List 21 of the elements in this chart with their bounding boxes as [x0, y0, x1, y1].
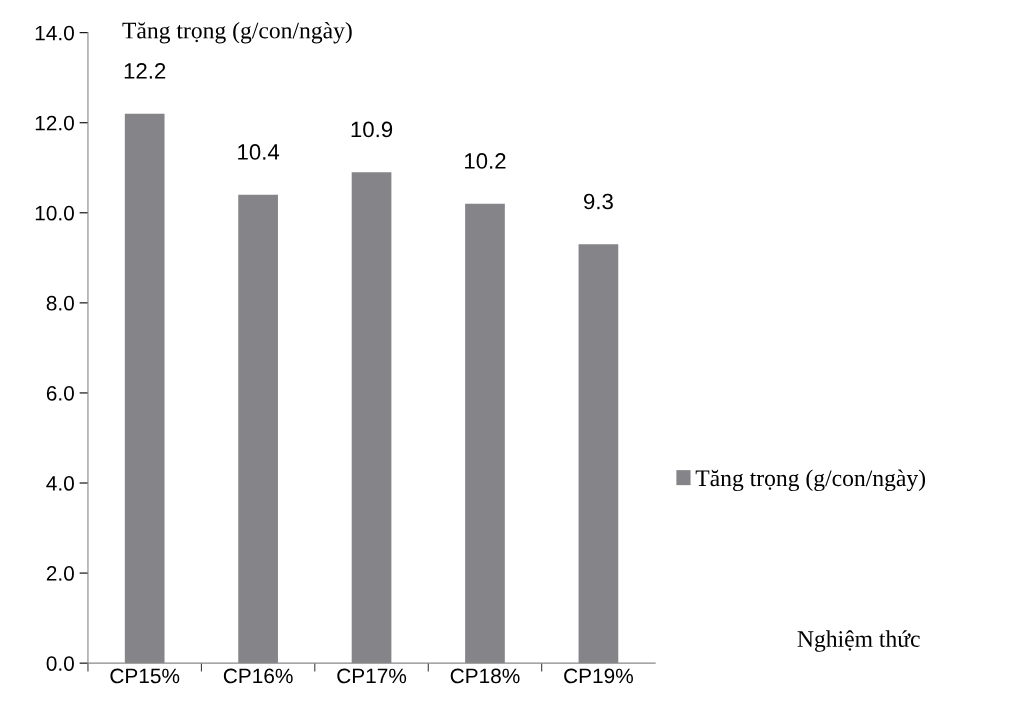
- y-tick-label: 8.0: [46, 295, 74, 311]
- data-label: 10.2: [465, 153, 506, 169]
- y-tick-label: 0.0: [46, 656, 74, 671]
- data-label: 12.2: [124, 63, 166, 79]
- x-tick-label: CP17%: [337, 668, 407, 684]
- y-tick-label: 6.0: [46, 385, 74, 401]
- y-tick-label: 10.0: [35, 205, 74, 221]
- legend-label: Tăng trọng (g/con/ngày): [695, 469, 926, 492]
- y-tick-label: 12.0: [35, 115, 74, 131]
- x-tick-label: CP16%: [223, 668, 293, 684]
- data-label: 10.9: [351, 121, 393, 138]
- x-tick-label: CP19%: [564, 668, 633, 684]
- y-axis-title: Tăng trọng (g/con/ngày): [122, 21, 352, 44]
- y-tick-label: 14.0: [35, 25, 74, 41]
- y-tick-label: 2.0: [46, 566, 74, 581]
- y-tick-label: 4.0: [46, 476, 74, 491]
- data-label: 9.3: [584, 193, 613, 210]
- text: Nghiệm thức: [797, 630, 920, 652]
- x-tick-label: CP18%: [450, 668, 520, 684]
- x-tick-label: CP15%: [110, 668, 180, 684]
- data-label: 10.4: [238, 144, 280, 160]
